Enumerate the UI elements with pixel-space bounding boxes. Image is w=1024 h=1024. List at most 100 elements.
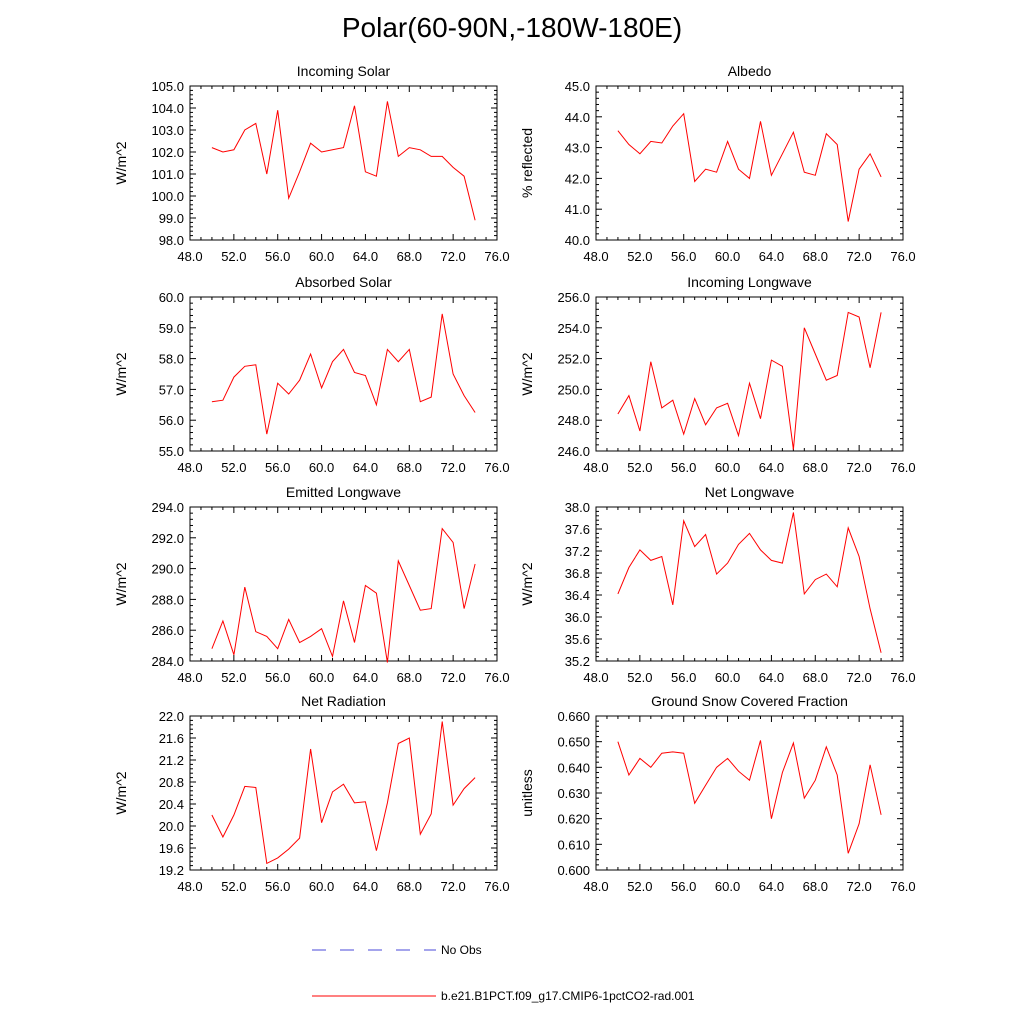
- chart-title: Ground Snow Covered Fraction: [651, 693, 848, 709]
- x-tick-label: 60.0: [309, 249, 334, 264]
- x-tick-label: 72.0: [440, 670, 465, 685]
- x-tick-label: 76.0: [890, 249, 915, 264]
- y-tick-label: 288.0: [151, 592, 184, 607]
- y-tick-label: 101.0: [151, 167, 184, 182]
- x-tick-label: 64.0: [759, 460, 784, 475]
- y-tick-label: 40.0: [565, 233, 590, 248]
- y-tick-label: 104.0: [151, 101, 184, 116]
- y-tick-label: 37.2: [565, 544, 590, 559]
- y-tick-label: 105.0: [151, 79, 184, 94]
- y-tick-label: 38.0: [565, 500, 590, 515]
- x-tick-label: 76.0: [484, 670, 509, 685]
- y-axis-label: W/m^2: [113, 141, 129, 184]
- x-tick-label: 56.0: [265, 670, 290, 685]
- x-tick-label: 48.0: [177, 670, 202, 685]
- x-tick-label: 52.0: [221, 460, 246, 475]
- chart-net-longwave: Net Longwave W/m^2 48.0 52.0 56.0 60.0 64.0 68.…: [519, 484, 916, 685]
- series-line: [617, 311, 882, 450]
- x-tick-label: 56.0: [671, 249, 696, 264]
- legend-model-label: b.e21.B1PCT.f09_g17.CMIP6-1pctCO2-rad.00…: [441, 989, 695, 1003]
- x-tick-label: 48.0: [583, 460, 608, 475]
- page-title: Polar(60-90N,-180W-180E): [341, 12, 683, 43]
- y-axis-label: W/m^2: [113, 562, 129, 605]
- legend: No Obs b.e21.B1PCT.f09_g17.CMIP6-1pctCO2…: [312, 943, 695, 1003]
- y-tick-label: 44.0: [565, 110, 590, 125]
- y-tick-label: 37.6: [565, 522, 590, 537]
- y-tick-label: 55.0: [159, 444, 184, 459]
- y-tick-label: 256.0: [557, 290, 590, 305]
- x-tick-label: 48.0: [583, 879, 608, 894]
- x-tick-label: 48.0: [177, 879, 202, 894]
- y-tick-label: 252.0: [557, 352, 590, 367]
- series-line: [211, 721, 476, 865]
- y-tick-label: 60.0: [159, 290, 184, 305]
- y-tick-label: 250.0: [557, 382, 590, 397]
- x-tick-label: 60.0: [715, 670, 740, 685]
- plot-frame: [189, 715, 498, 871]
- chart-ground-snow-covered-fraction: Ground Snow Covered Fraction unitless 48.0…: [519, 693, 916, 894]
- y-tick-label: 41.0: [565, 202, 590, 217]
- y-tick-label: 19.6: [159, 841, 184, 856]
- y-tick-label: 254.0: [557, 321, 590, 336]
- legend-obs-label: No Obs: [441, 943, 482, 957]
- x-tick-label: 76.0: [890, 460, 915, 475]
- x-tick-label: 56.0: [671, 460, 696, 475]
- plot-frame: [595, 85, 904, 241]
- x-tick-label: 60.0: [715, 879, 740, 894]
- y-tick-label: 22.0: [159, 709, 184, 724]
- x-tick-label: 60.0: [309, 879, 334, 894]
- chart-albedo: Albedo % reflected 48.0 52.0 56.0 60.0 64.0 68.…: [519, 63, 916, 264]
- chart-title: Absorbed Solar: [295, 274, 392, 290]
- x-tick-label: 64.0: [353, 670, 378, 685]
- y-axis-label: W/m^2: [113, 771, 129, 814]
- x-tick-label: 72.0: [440, 460, 465, 475]
- plot-frame: [595, 296, 904, 452]
- x-tick-label: 68.0: [397, 249, 422, 264]
- x-tick-label: 48.0: [583, 249, 608, 264]
- y-axis-label: W/m^2: [113, 352, 129, 395]
- chart-title: Albedo: [728, 63, 772, 79]
- x-tick-label: 68.0: [397, 460, 422, 475]
- y-axis-label: unitless: [519, 769, 535, 816]
- y-tick-label: 294.0: [151, 500, 184, 515]
- x-tick-label: 56.0: [265, 460, 290, 475]
- y-tick-label: 286.0: [151, 623, 184, 638]
- y-tick-label: 103.0: [151, 123, 184, 138]
- y-axis-label: W/m^2: [519, 562, 535, 605]
- series-line: [211, 527, 476, 663]
- y-tick-label: 21.6: [159, 731, 184, 746]
- chart-title: Incoming Longwave: [687, 274, 812, 290]
- y-tick-label: 20.0: [159, 819, 184, 834]
- series-line: [617, 512, 882, 653]
- x-tick-label: 56.0: [671, 670, 696, 685]
- plot-frame: [595, 715, 904, 871]
- x-tick-label: 60.0: [715, 249, 740, 264]
- x-tick-label: 48.0: [583, 670, 608, 685]
- x-tick-label: 56.0: [671, 879, 696, 894]
- chart-title: Emitted Longwave: [286, 484, 401, 500]
- plot-frame: [189, 296, 498, 452]
- y-tick-label: 42.0: [565, 171, 590, 186]
- y-tick-label: 58.0: [159, 352, 184, 367]
- y-tick-label: 0.650: [557, 735, 590, 750]
- x-tick-label: 52.0: [627, 670, 652, 685]
- chart-title: Net Longwave: [705, 484, 795, 500]
- y-tick-label: 43.0: [565, 141, 590, 156]
- x-tick-label: 72.0: [440, 879, 465, 894]
- chart-emitted-longwave: Emitted Longwave W/m^2 48.0 52.0 56.0 60.0 64.…: [113, 484, 510, 685]
- series-line: [211, 313, 476, 435]
- plot-frame: [189, 85, 498, 241]
- x-tick-label: 68.0: [397, 670, 422, 685]
- x-tick-label: 76.0: [890, 670, 915, 685]
- x-tick-label: 56.0: [265, 249, 290, 264]
- x-tick-label: 52.0: [221, 249, 246, 264]
- x-tick-label: 60.0: [309, 670, 334, 685]
- plot-frame: [595, 506, 904, 662]
- x-tick-label: 68.0: [803, 249, 828, 264]
- x-tick-label: 68.0: [803, 879, 828, 894]
- y-tick-label: 0.660: [557, 709, 590, 724]
- y-axis-label: % reflected: [519, 128, 535, 198]
- x-tick-label: 72.0: [846, 249, 871, 264]
- x-tick-label: 68.0: [803, 670, 828, 685]
